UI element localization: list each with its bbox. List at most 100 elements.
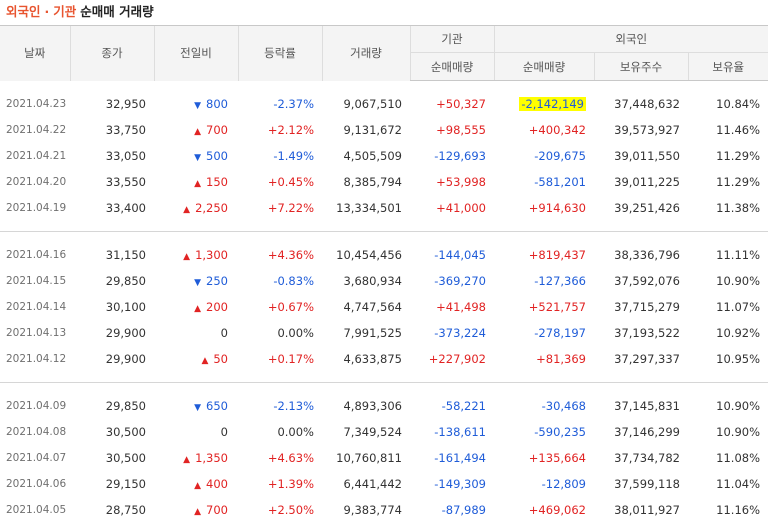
cell-change: ▼250 (154, 268, 238, 294)
cell-foreign-net: -127,366 (494, 268, 594, 294)
cell-foreign-shares: 39,011,550 (594, 143, 688, 169)
cell-foreign-net: +81,369 (494, 346, 594, 372)
cell-date: 2021.04.20 (0, 169, 70, 195)
cell-foreign-net: +521,757 (494, 294, 594, 320)
cell-rate: 0.00% (238, 320, 322, 346)
cell-change: ▼650 (154, 393, 238, 419)
cell-foreign-ratio: 11.08% (688, 445, 768, 471)
cell-institution-net: -58,221 (410, 393, 494, 419)
cell-date: 2021.04.14 (0, 294, 70, 320)
cell-foreign-net: -581,201 (494, 169, 594, 195)
cell-close: 29,850 (70, 268, 154, 294)
title-foreign: 외국인 (6, 4, 41, 19)
cell-rate: +0.67% (238, 294, 322, 320)
cell-close: 29,900 (70, 346, 154, 372)
cell-date: 2021.04.07 (0, 445, 70, 471)
foreign-net-value: +914,630 (529, 201, 586, 215)
cell-foreign-net: -12,809 (494, 471, 594, 497)
cell-close: 29,150 (70, 471, 154, 497)
cell-foreign-shares: 39,251,426 (594, 195, 688, 221)
cell-volume: 10,760,811 (322, 445, 410, 471)
foreign-net-value: -278,197 (534, 326, 586, 340)
up-arrow-icon: ▲ (194, 481, 201, 491)
change-value: 1,350 (195, 451, 228, 465)
cell-foreign-shares: 37,448,632 (594, 91, 688, 117)
cell-institution-net: +227,902 (410, 346, 494, 372)
header-foreign-ratio: 보유율 (688, 53, 768, 81)
down-arrow-icon: ▼ (194, 101, 201, 111)
row-spacer (0, 372, 768, 383)
up-arrow-icon: ▲ (201, 356, 208, 366)
cell-close: 33,550 (70, 169, 154, 195)
header-change: 전일비 (154, 26, 238, 81)
header-volume: 거래량 (322, 26, 410, 81)
cell-institution-net: +50,327 (410, 91, 494, 117)
row-spacer (0, 383, 768, 394)
trading-volume-table: 날짜 종가 전일비 등락률 거래량 기관 외국인 순매매량 순매매량 보유주수 … (0, 25, 768, 523)
cell-foreign-ratio: 11.29% (688, 143, 768, 169)
cell-foreign-ratio: 10.90% (688, 419, 768, 445)
change-value: 800 (206, 97, 228, 111)
row-spacer (0, 81, 768, 92)
cell-foreign-shares: 38,011,927 (594, 497, 688, 523)
cell-close: 30,500 (70, 445, 154, 471)
cell-foreign-ratio: 11.07% (688, 294, 768, 320)
foreign-net-value: +521,757 (529, 300, 586, 314)
cell-date: 2021.04.19 (0, 195, 70, 221)
cell-foreign-shares: 37,715,279 (594, 294, 688, 320)
cell-close: 28,750 (70, 497, 154, 523)
cell-change: ▼500 (154, 143, 238, 169)
table-header: 날짜 종가 전일비 등락률 거래량 기관 외국인 순매매량 순매매량 보유주수 … (0, 26, 768, 81)
cell-change: ▲ 400 (154, 471, 238, 497)
cell-foreign-shares: 39,573,927 (594, 117, 688, 143)
cell-institution-net: +98,555 (410, 117, 494, 143)
title-separator: · (45, 4, 50, 19)
cell-foreign-ratio: 11.04% (688, 471, 768, 497)
cell-foreign-shares: 37,145,831 (594, 393, 688, 419)
cell-foreign-shares: 37,297,337 (594, 346, 688, 372)
cell-volume: 4,633,875 (322, 346, 410, 372)
cell-close: 33,050 (70, 143, 154, 169)
cell-institution-net: +41,000 (410, 195, 494, 221)
cell-close: 29,900 (70, 320, 154, 346)
header-date: 날짜 (0, 26, 70, 81)
up-arrow-icon: ▲ (183, 252, 190, 262)
cell-change: ▼ 800 (154, 91, 238, 117)
cell-foreign-ratio: 10.84% (688, 91, 768, 117)
cell-date: 2021.04.09 (0, 393, 70, 419)
foreign-net-value: +135,664 (529, 451, 586, 465)
cell-foreign-net: -590,235 (494, 419, 594, 445)
cell-foreign-shares: 37,599,118 (594, 471, 688, 497)
change-value: 400 (206, 477, 228, 491)
cell-close: 33,400 (70, 195, 154, 221)
cell-foreign-shares: 37,592,076 (594, 268, 688, 294)
cell-foreign-ratio: 11.29% (688, 169, 768, 195)
cell-institution-net: -138,611 (410, 419, 494, 445)
cell-foreign-net: -30,468 (494, 393, 594, 419)
cell-institution-net: -144,045 (410, 242, 494, 268)
cell-volume: 9,383,774 (322, 497, 410, 523)
cell-date: 2021.04.12 (0, 346, 70, 372)
cell-date: 2021.04.23 (0, 91, 70, 117)
cell-volume: 13,334,501 (322, 195, 410, 221)
cell-change: ▲50 (154, 346, 238, 372)
foreign-net-value: -30,468 (542, 399, 586, 413)
cell-volume: 8,385,794 (322, 169, 410, 195)
cell-foreign-ratio: 11.38% (688, 195, 768, 221)
cell-institution-net: -129,693 (410, 143, 494, 169)
cell-foreign-net: -2,142,149 (494, 91, 594, 117)
cell-foreign-shares: 37,734,782 (594, 445, 688, 471)
cell-close: 31,150 (70, 242, 154, 268)
cell-close: 30,100 (70, 294, 154, 320)
cell-rate: -0.83% (238, 268, 322, 294)
cell-institution-net: -369,270 (410, 268, 494, 294)
down-arrow-icon: ▼ (194, 278, 201, 288)
cell-close: 32,950 (70, 91, 154, 117)
foreign-net-value: -209,675 (534, 149, 586, 163)
foreign-net-value: -12,809 (542, 477, 586, 491)
